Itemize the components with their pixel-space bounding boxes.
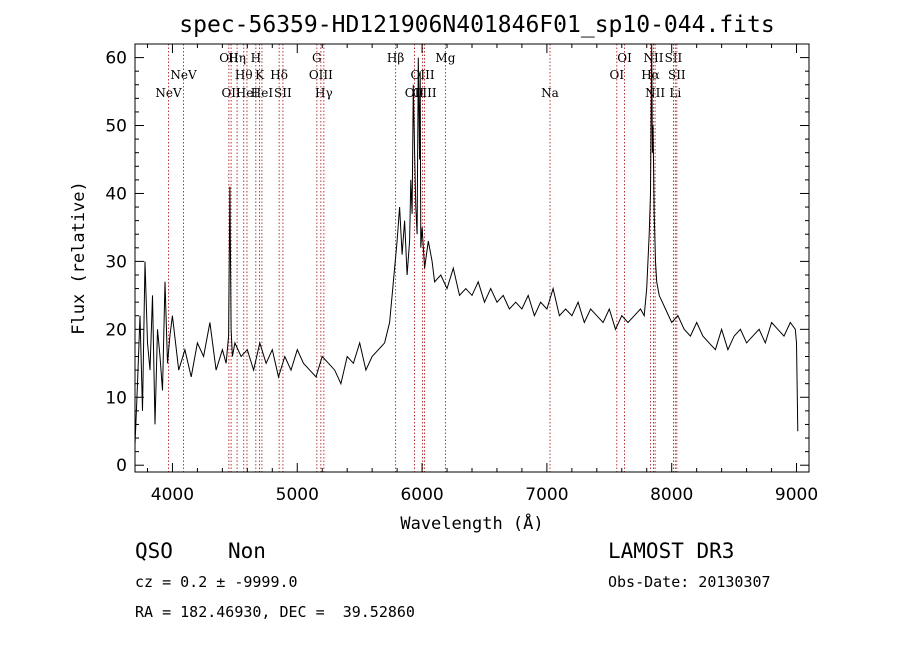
line-label-10: Hδ: [270, 68, 288, 82]
line-label-4: Hη: [228, 51, 246, 65]
y-axis-label: Flux (relative): [69, 181, 89, 335]
line-label-21: OI: [609, 68, 624, 82]
y-tick-label-0: 0: [116, 456, 127, 476]
line-label-19: Mg: [435, 51, 455, 65]
line-label-14: Hγ: [315, 86, 333, 100]
line-label-13: OIII: [309, 68, 333, 82]
line-label-7: H: [251, 51, 261, 65]
line-label-25: NII: [645, 86, 665, 100]
y-tick-label-3: 30: [105, 252, 127, 272]
line-label-11: SII: [274, 86, 292, 100]
object-subclass: Non: [228, 539, 266, 563]
x-tick-label-0: 4000: [151, 485, 194, 505]
x-tick-label-4: 8000: [650, 485, 693, 505]
spectrum-line: [134, 43, 799, 445]
line-label-20: Na: [541, 86, 559, 100]
observation-date: Obs-Date: 20130307: [608, 573, 771, 591]
line-label-0: NeV: [155, 86, 182, 100]
line-label-23: Hα: [641, 68, 660, 82]
line-label-3: OII: [221, 86, 241, 100]
line-label-28: Li: [669, 86, 681, 100]
y-tick-label-6: 60: [105, 49, 127, 69]
x-tick-label-5: 9000: [775, 485, 818, 505]
line-label-9: HeI: [251, 86, 274, 100]
plot-frame: [134, 43, 810, 473]
redshift-readout: cz = 0.2 ± -9999.0: [135, 573, 298, 591]
chart-title: spec-56359-HD121906N401846F01_sp10-044.f…: [179, 12, 774, 38]
line-label-12: G: [312, 51, 322, 65]
y-tick-label-1: 10: [105, 388, 127, 408]
y-tick-label-4: 40: [105, 184, 127, 204]
y-tick-label-5: 50: [105, 117, 127, 137]
x-tick-label-3: 7000: [525, 485, 568, 505]
line-label-27: SII: [668, 68, 686, 82]
object-class: QSO: [135, 539, 173, 563]
line-label-17: OIII: [411, 68, 435, 82]
survey-name: LAMOST DR3: [608, 539, 735, 563]
x-tick-label-2: 6000: [400, 485, 443, 505]
line-label-26: SII: [665, 51, 683, 65]
line-label-1: NeV: [170, 68, 197, 82]
line-label-22: OI: [617, 51, 632, 65]
line-label-2: OII: [219, 51, 239, 65]
x-axis-label: Wavelength (Å): [400, 512, 543, 534]
line-label-6: HeI: [236, 86, 259, 100]
y-tick-label-2: 20: [105, 320, 127, 340]
line-label-5: Hθ: [235, 68, 253, 82]
line-label-8: K: [255, 68, 265, 82]
line-label-16: OII: [405, 86, 425, 100]
line-label-15: Hβ: [387, 51, 404, 65]
line-label-18: OIII: [413, 86, 437, 100]
line-label-24: NII: [643, 51, 663, 65]
coordinates-readout: RA = 182.46930, DEC = 39.52860: [135, 603, 415, 621]
x-tick-label-1: 5000: [276, 485, 319, 505]
